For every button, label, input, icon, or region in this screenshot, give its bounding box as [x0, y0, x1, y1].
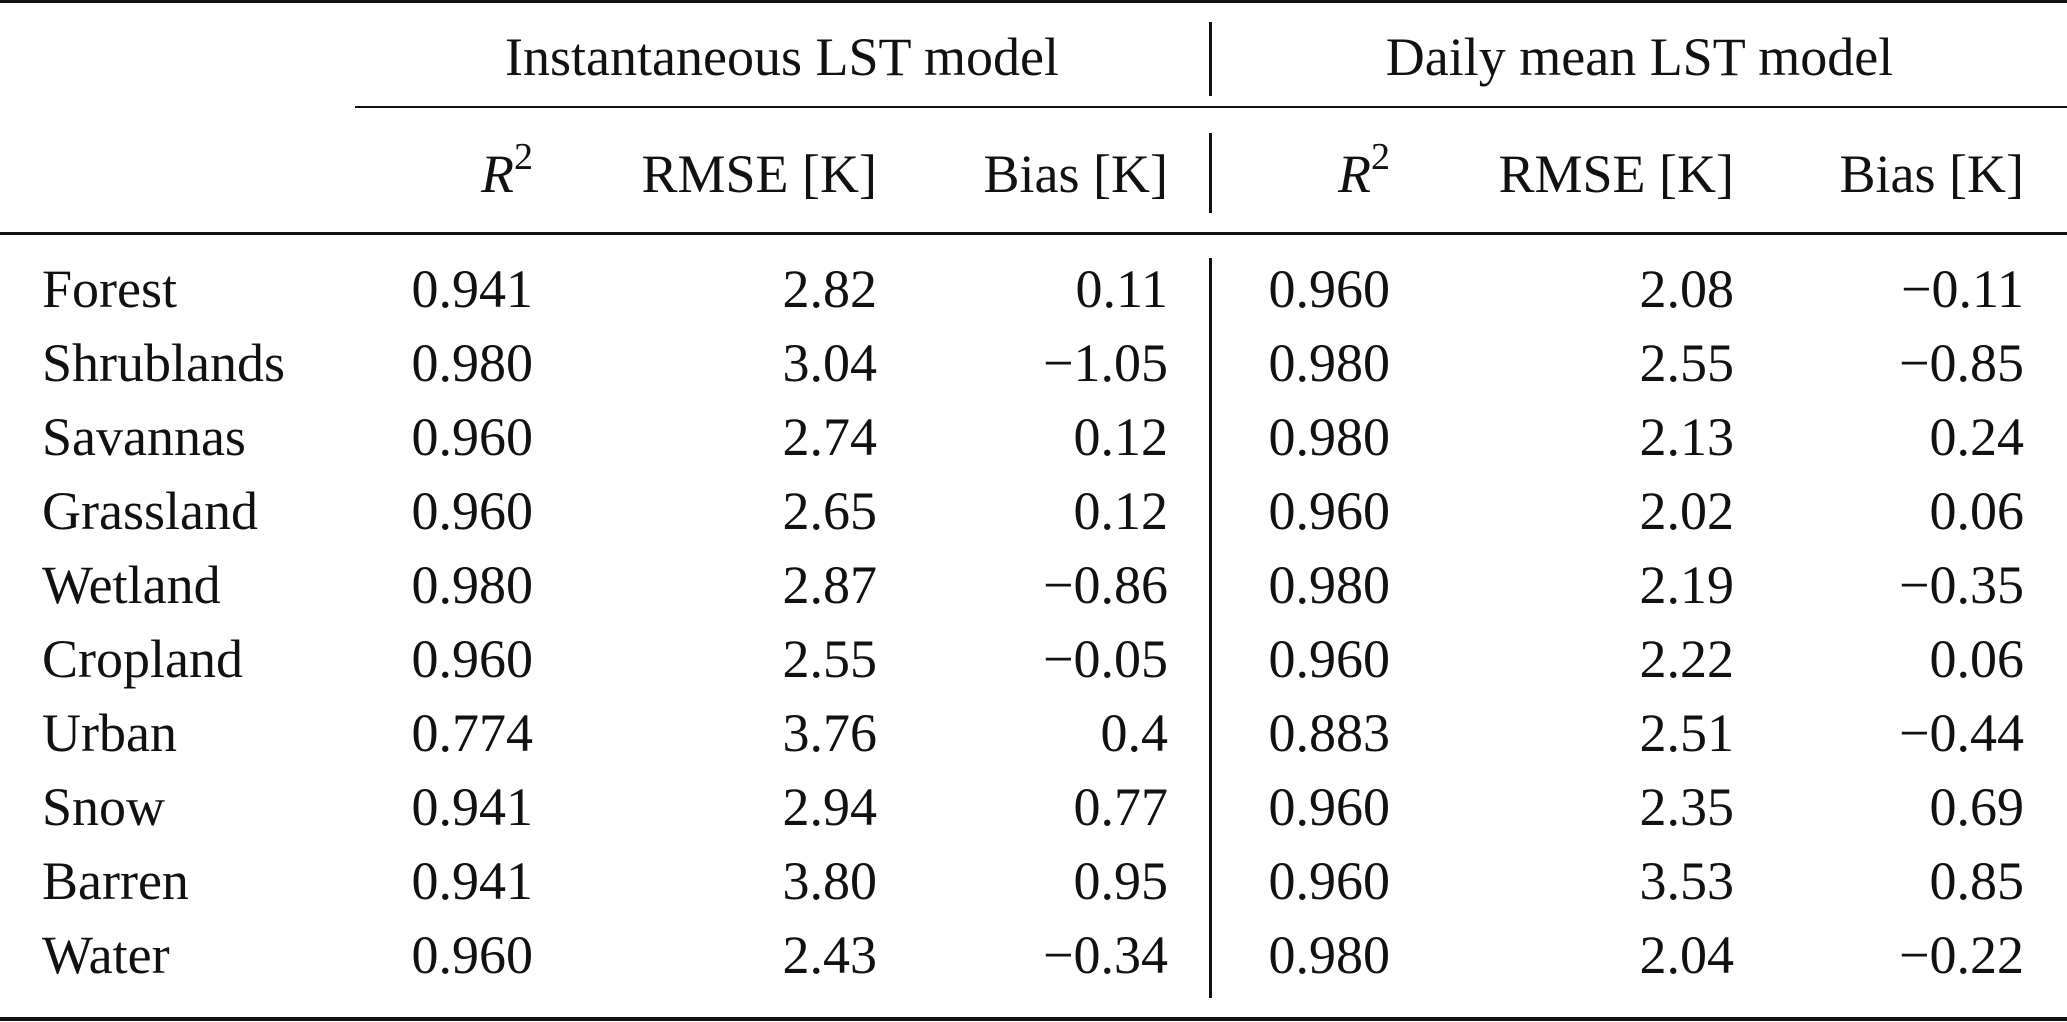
- column-header-daily-bias: Bias [K]: [1839, 144, 2024, 204]
- row-label: Forest: [42, 259, 177, 319]
- cell-daily-bias: 0.85: [1929, 851, 2025, 911]
- cell-daily-r2: 0.960: [1268, 777, 1391, 837]
- body-divider: [1209, 258, 1212, 998]
- cell-daily-r2: 0.960: [1268, 851, 1391, 911]
- cell-inst-bias: −1.05: [1043, 333, 1168, 393]
- column-header-inst-r2: R2: [481, 136, 533, 204]
- group-underline: [355, 106, 2067, 108]
- cell-inst-bias: 0.12: [1073, 407, 1169, 467]
- cell-inst-r2: 0.774: [411, 703, 534, 763]
- cell-inst-rmse: 3.04: [782, 333, 878, 393]
- cell-inst-r2: 0.941: [411, 259, 534, 319]
- cell-inst-r2: 0.960: [411, 629, 534, 689]
- cell-daily-rmse: 2.51: [1639, 703, 1735, 763]
- cell-inst-rmse: 2.87: [782, 555, 878, 615]
- cell-inst-r2: 0.960: [411, 481, 534, 541]
- cell-daily-bias: −0.85: [1899, 333, 2024, 393]
- cell-inst-bias: 0.4: [1100, 703, 1169, 763]
- cell-daily-bias: 0.06: [1929, 629, 2025, 689]
- cell-daily-rmse: 2.22: [1639, 629, 1735, 689]
- cell-daily-r2: 0.980: [1268, 925, 1391, 985]
- cell-daily-rmse: 2.04: [1639, 925, 1735, 985]
- cell-daily-r2: 0.960: [1268, 629, 1391, 689]
- column-header-daily-rmse: RMSE [K]: [1498, 144, 1734, 204]
- cell-daily-rmse: 2.55: [1639, 333, 1735, 393]
- cell-daily-bias: −0.35: [1899, 555, 2024, 615]
- cell-inst-rmse: 3.80: [782, 851, 878, 911]
- cell-daily-bias: 0.24: [1929, 407, 2025, 467]
- cell-daily-rmse: 2.08: [1639, 259, 1735, 319]
- cell-daily-bias: −0.44: [1899, 703, 2024, 763]
- top-rule: [0, 0, 2067, 3]
- cell-inst-r2: 0.980: [411, 333, 534, 393]
- cell-daily-rmse: 2.13: [1639, 407, 1735, 467]
- cell-daily-r2: 0.980: [1268, 555, 1391, 615]
- cell-daily-rmse: 2.19: [1639, 555, 1735, 615]
- row-label: Barren: [42, 851, 189, 911]
- cell-inst-rmse: 2.43: [782, 925, 878, 985]
- row-label: Snow: [42, 777, 166, 837]
- row-label: Water: [42, 925, 170, 985]
- cell-inst-rmse: 2.65: [782, 481, 878, 541]
- cell-inst-bias: −0.86: [1043, 555, 1168, 615]
- cell-daily-rmse: 2.02: [1639, 481, 1735, 541]
- cell-inst-rmse: 2.82: [782, 259, 878, 319]
- row-label: Urban: [42, 703, 177, 763]
- cell-inst-bias: −0.05: [1043, 629, 1168, 689]
- cell-daily-bias: −0.22: [1899, 925, 2024, 985]
- header-rule: [0, 232, 2067, 235]
- cell-daily-rmse: 2.35: [1639, 777, 1735, 837]
- cell-daily-r2: 0.980: [1268, 333, 1391, 393]
- cell-inst-bias: 0.95: [1073, 851, 1169, 911]
- cell-daily-bias: 0.69: [1929, 777, 2025, 837]
- cell-daily-bias: 0.06: [1929, 481, 2025, 541]
- group-divider: [1209, 22, 1212, 96]
- row-label: Shrublands: [42, 333, 285, 393]
- cell-inst-bias: 0.12: [1073, 481, 1169, 541]
- cell-inst-rmse: 2.55: [782, 629, 878, 689]
- row-label: Grassland: [42, 481, 258, 541]
- cell-daily-bias: −0.11: [1901, 259, 2024, 319]
- header-divider: [1209, 133, 1212, 213]
- cell-inst-rmse: 2.74: [782, 407, 878, 467]
- cell-daily-r2: 0.980: [1268, 407, 1391, 467]
- column-header-daily-r2: R2: [1338, 136, 1390, 204]
- cell-inst-r2: 0.960: [411, 925, 534, 985]
- cell-inst-rmse: 2.94: [782, 777, 878, 837]
- cell-inst-rmse: 3.76: [782, 703, 878, 763]
- row-label: Cropland: [42, 629, 243, 689]
- cell-inst-r2: 0.941: [411, 851, 534, 911]
- cell-inst-r2: 0.960: [411, 407, 534, 467]
- cell-inst-r2: 0.941: [411, 777, 534, 837]
- column-header-inst-rmse: RMSE [K]: [641, 144, 877, 204]
- cell-daily-r2: 0.960: [1268, 481, 1391, 541]
- cell-daily-r2: 0.960: [1268, 259, 1391, 319]
- bottom-rule: [0, 1017, 2067, 1021]
- cell-inst-r2: 0.980: [411, 555, 534, 615]
- group-header-daily: Daily mean LST model: [1385, 27, 1894, 87]
- cell-daily-rmse: 3.53: [1639, 851, 1735, 911]
- group-header-instantaneous: Instantaneous LST model: [505, 27, 1059, 87]
- cell-inst-bias: 0.11: [1075, 259, 1169, 319]
- cell-inst-bias: −0.34: [1043, 925, 1168, 985]
- row-label: Savannas: [42, 407, 246, 467]
- column-header-inst-bias: Bias [K]: [983, 144, 1168, 204]
- row-label: Wetland: [42, 555, 221, 615]
- cell-inst-bias: 0.77: [1073, 777, 1169, 837]
- cell-daily-r2: 0.883: [1268, 703, 1391, 763]
